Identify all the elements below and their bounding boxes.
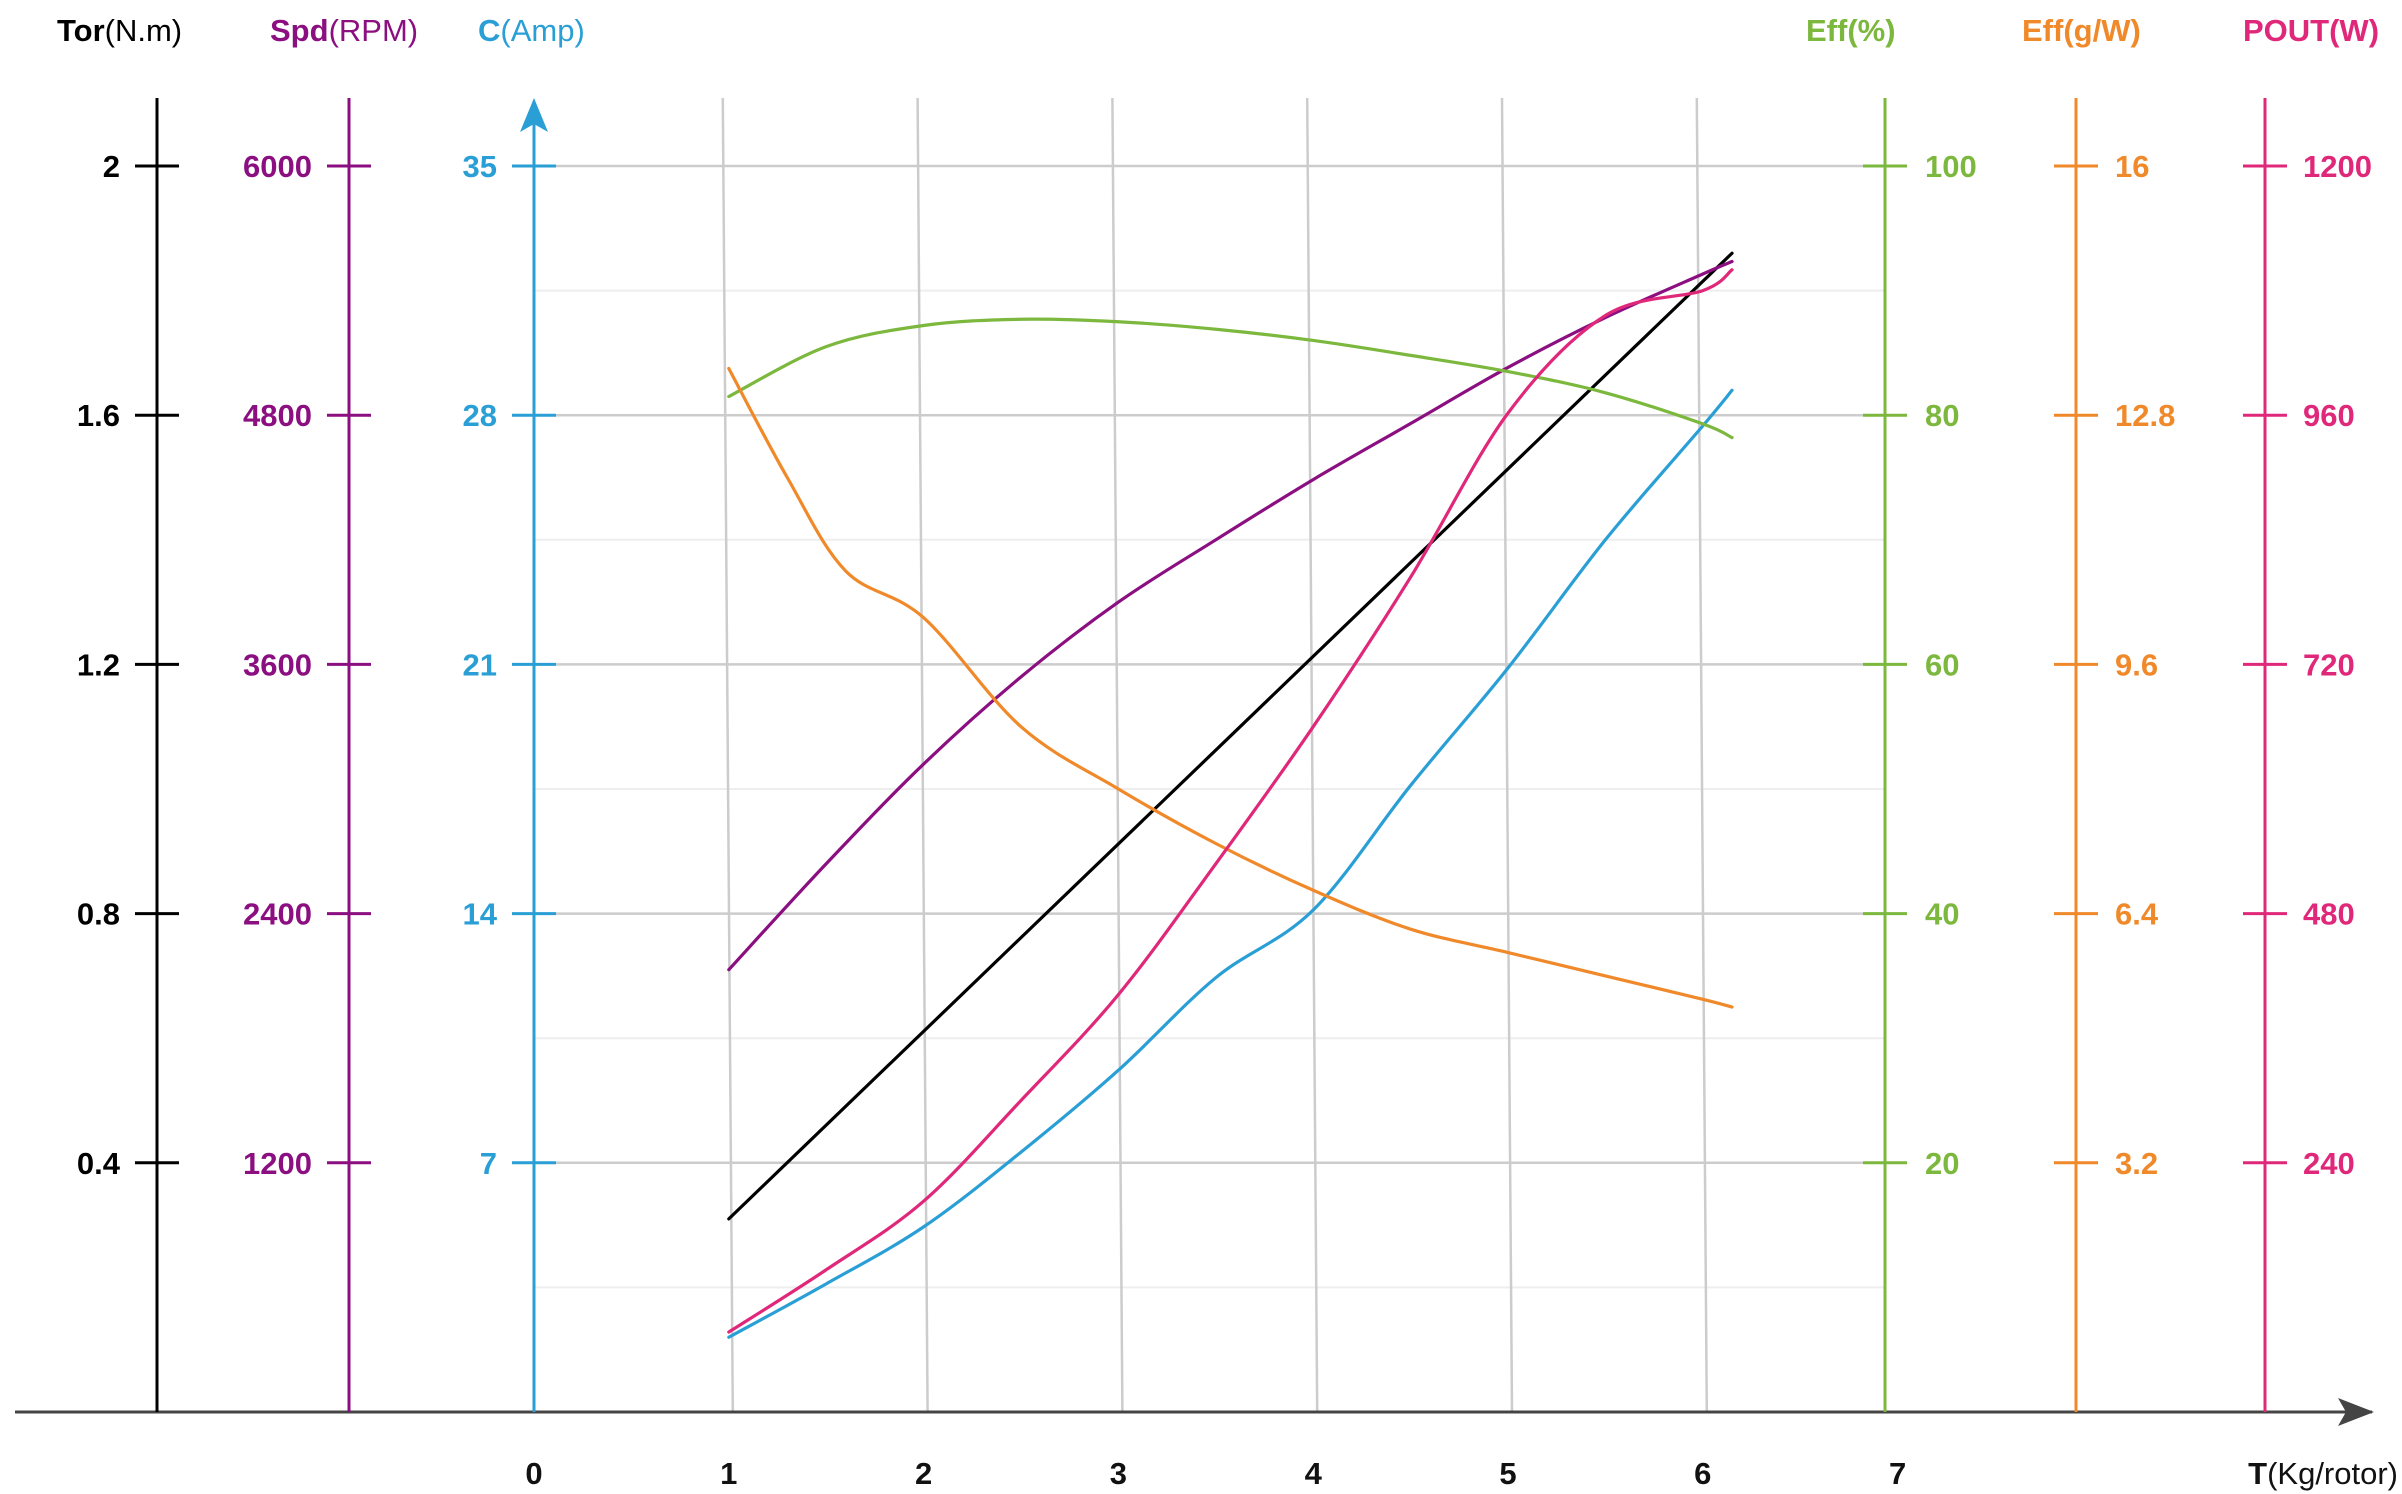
x-axis-arrow-icon: [2338, 1398, 2374, 1426]
tick-label-c: 7: [480, 1146, 497, 1181]
chart-grid: [534, 97, 1885, 1413]
tick-label-tor: 1.6: [77, 398, 120, 433]
tick-label-spd: 4800: [243, 398, 312, 433]
tick-label-effg: 12.8: [2115, 398, 2175, 433]
x-tick-label: 1: [720, 1456, 737, 1491]
tick-label-c: 14: [463, 897, 498, 932]
axis-title-spd: Spd(RPM): [270, 13, 418, 48]
c-axis-arrow-icon: [520, 98, 548, 132]
series-line-spd: [727, 259, 1734, 972]
tick-label-spd: 1200: [243, 1146, 312, 1181]
series-line-tor: [727, 251, 1734, 1221]
tick-label-pout: 720: [2303, 647, 2355, 682]
tick-label-c: 35: [463, 149, 497, 184]
vertical-gridline: [1695, 97, 1709, 1413]
chart-plot-area: [727, 251, 1734, 1339]
tick-label-eff: 60: [1925, 647, 1959, 682]
tick-label-effg: 9.6: [2115, 647, 2158, 682]
x-tick-label: 5: [1499, 1456, 1516, 1491]
tick-label-spd: 3600: [243, 647, 312, 682]
tick-label-pout: 960: [2303, 398, 2355, 433]
tick-label-effg: 6.4: [2115, 897, 2159, 932]
chart-axes: [15, 98, 2374, 1426]
tick-label-pout: 480: [2303, 897, 2355, 932]
axis-title-eff: Eff(%): [1806, 13, 1896, 48]
tick-label-pout: 240: [2303, 1146, 2355, 1181]
series-line-pout: [727, 268, 1734, 1334]
tick-label-pout: 1200: [2303, 149, 2372, 184]
x-tick-label: 4: [1305, 1456, 1323, 1491]
axis-title-effg: Eff(g/W): [2022, 13, 2141, 48]
vertical-gridline: [1111, 97, 1124, 1413]
vertical-gridline: [916, 97, 929, 1413]
tick-label-eff: 80: [1925, 398, 1959, 433]
x-tick-label: 7: [1889, 1456, 1906, 1491]
series-line-eff: [727, 317, 1734, 440]
series-line-effg: [727, 366, 1734, 1009]
tick-label-tor: 2: [103, 149, 120, 184]
series-line-c: [727, 388, 1734, 1339]
axis-title-c: C(Amp): [478, 13, 585, 48]
vertical-gridline: [1305, 97, 1319, 1413]
tick-label-c: 28: [463, 398, 497, 433]
x-tick-label: 3: [1110, 1456, 1127, 1491]
vertical-gridline: [1500, 97, 1514, 1413]
x-axis-title: T(Kg/rotor): [2248, 1456, 2398, 1491]
tick-label-effg: 3.2: [2115, 1146, 2158, 1181]
tick-label-spd: 6000: [243, 149, 312, 184]
axis-title-tor: Tor(N.m): [57, 13, 182, 48]
tick-label-eff: 100: [1925, 149, 1977, 184]
tick-label-tor: 1.2: [77, 647, 120, 682]
x-tick-label: 6: [1694, 1456, 1711, 1491]
chart-labels: 0.40.81.21.62Tor(N.m)1200240036004800600…: [57, 13, 2398, 1491]
tick-label-spd: 2400: [243, 897, 312, 932]
tick-label-c: 21: [463, 647, 497, 682]
tick-label-eff: 20: [1925, 1146, 1959, 1181]
x-tick-label: 2: [915, 1456, 932, 1491]
tick-label-tor: 0.8: [77, 897, 120, 932]
vertical-gridline: [721, 97, 735, 1413]
tick-label-tor: 0.4: [77, 1146, 121, 1181]
axis-title-pout: POUT(W): [2243, 13, 2379, 48]
tick-label-eff: 40: [1925, 897, 1959, 932]
tick-label-effg: 16: [2115, 149, 2149, 184]
x-tick-label: 0: [525, 1456, 542, 1491]
